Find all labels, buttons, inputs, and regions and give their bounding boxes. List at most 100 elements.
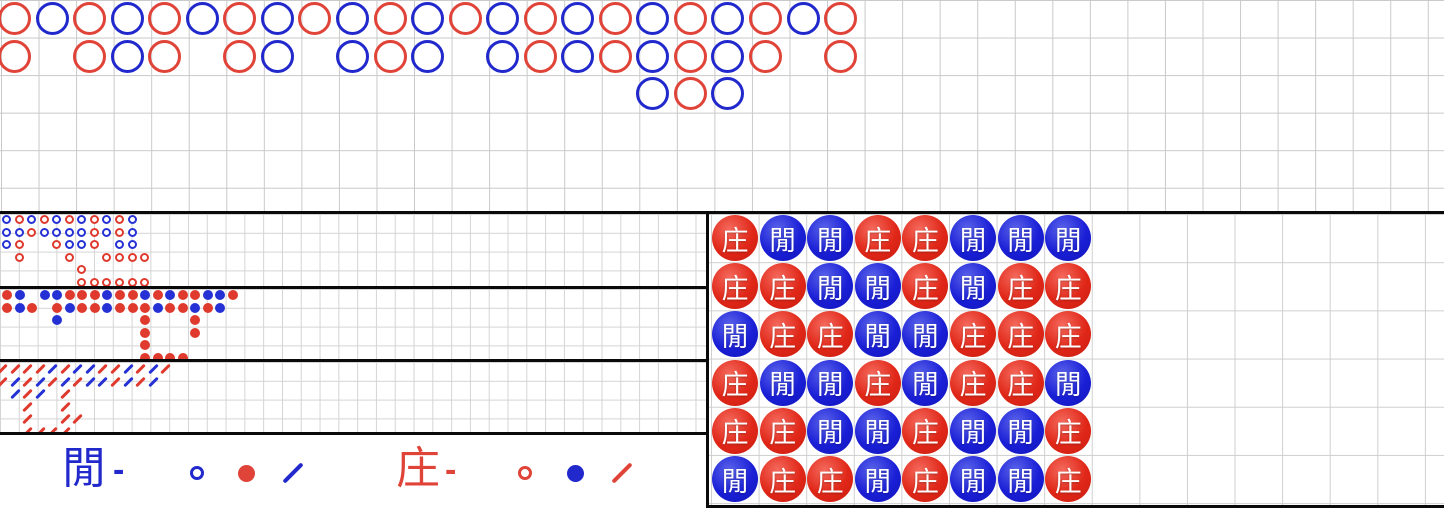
- bigeye-mark: [14, 240, 24, 250]
- bigeye-mark: [52, 227, 62, 237]
- big-road-player-circle: [486, 39, 520, 73]
- cockroach-mark: [34, 388, 46, 400]
- cockroach-mark: [9, 376, 21, 387]
- big-road-banker-circle: [673, 2, 707, 35]
- bead-banker: 庄: [1045, 311, 1092, 358]
- bigeye-mark: [77, 277, 87, 286]
- big-road-player-circle: [110, 2, 144, 35]
- bead-player: 閒: [854, 311, 901, 358]
- bigeye-mark: [64, 215, 74, 224]
- cockroach-mark: [34, 426, 46, 432]
- big-road-player-circle: [636, 77, 670, 111]
- bead-player: 閒: [854, 407, 901, 454]
- bead-player: 閒: [712, 456, 758, 502]
- cockroach-mark: [122, 376, 134, 387]
- legend-banker-dash: -: [445, 451, 457, 489]
- big-road-banker-circle: [0, 2, 31, 35]
- bigeye-mark: [77, 265, 87, 275]
- small-mark: [140, 352, 151, 359]
- small-mark: [152, 290, 163, 300]
- big-road-banker-circle: [223, 39, 257, 73]
- big-road-banker-circle: [598, 2, 632, 35]
- bigeye-mark: [2, 240, 11, 250]
- small-mark: [152, 302, 163, 313]
- big-road-player-circle: [786, 2, 820, 35]
- bigeye-mark: [127, 227, 137, 237]
- bead-banker: 庄: [950, 311, 996, 358]
- player-solid-circle-icon: [238, 465, 255, 482]
- bigeye-mark: [89, 215, 99, 224]
- cockroach-mark: [97, 363, 109, 375]
- big-road-player-circle: [260, 39, 294, 73]
- cockroach-mark: [135, 376, 146, 387]
- bead-banker: 庄: [902, 407, 949, 454]
- small-mark: [77, 290, 88, 300]
- small-mark: [89, 290, 100, 300]
- cockroach-mark: [22, 401, 33, 412]
- bigeye-mark: [77, 215, 87, 224]
- bead-player: 閒: [854, 263, 901, 310]
- small-mark: [64, 302, 75, 313]
- big-road-banker-circle: [373, 39, 407, 73]
- bead-banker: 庄: [902, 263, 949, 310]
- bead-player: 閒: [997, 215, 1044, 261]
- cockroach-road: [0, 362, 706, 432]
- bead-banker: 庄: [950, 359, 996, 406]
- bigeye-mark: [39, 227, 49, 237]
- bead-player: 閒: [902, 311, 949, 358]
- bigeye-mark: [39, 215, 49, 224]
- bead-player: 閒: [1045, 215, 1092, 261]
- small-mark: [114, 302, 125, 313]
- small-mark: [165, 302, 176, 313]
- big-road-player-circle: [711, 39, 745, 73]
- bead-banker: 庄: [712, 407, 758, 454]
- bead-banker: 庄: [712, 215, 758, 261]
- cockroach-mark: [47, 376, 58, 387]
- bigeye-mark: [27, 215, 37, 224]
- cockroach-mark: [160, 363, 171, 375]
- bead-player: 閒: [1045, 359, 1092, 406]
- big-road-player-circle: [561, 2, 595, 35]
- bead-player: 閒: [997, 407, 1044, 454]
- small-mark: [14, 290, 25, 300]
- small-mark: [165, 290, 176, 300]
- bead-player: 閒: [902, 359, 949, 406]
- cockroach-mark: [9, 388, 21, 400]
- bigeye-mark: [64, 227, 74, 237]
- cockroach-mark: [22, 363, 33, 375]
- small-mark: [140, 340, 151, 351]
- bead-banker: 庄: [902, 456, 949, 502]
- bead-player: 閒: [807, 407, 854, 454]
- bigeye-mark: [2, 227, 11, 237]
- bigeye-mark: [89, 277, 99, 286]
- bead-player: 閒: [712, 311, 758, 358]
- bigeye-mark: [14, 227, 24, 237]
- bead-player: 閒: [759, 215, 806, 261]
- small-mark: [215, 302, 226, 313]
- bead-banker: 庄: [759, 456, 806, 502]
- cockroach-mark: [147, 363, 159, 375]
- big-road-banker-circle: [298, 2, 332, 35]
- bead-player: 閒: [950, 456, 996, 502]
- cockroach-mark: [85, 363, 96, 375]
- big-road-player-circle: [636, 2, 670, 35]
- small-mark: [190, 315, 201, 326]
- legend-banker-label: 庄: [396, 444, 440, 493]
- bigeye-mark: [114, 215, 124, 224]
- cockroach-mark: [0, 363, 8, 375]
- bigeye-mark: [2, 215, 11, 224]
- big-road-player-circle: [486, 2, 520, 35]
- small-mark: [127, 290, 138, 300]
- derived-roads-panel: 閒 - 庄 -: [0, 214, 709, 508]
- small-mark: [114, 290, 125, 300]
- cockroach-mark: [0, 376, 8, 387]
- cockroach-mark: [34, 363, 46, 375]
- cockroach-mark: [59, 401, 71, 412]
- cockroach-mark: [59, 376, 71, 387]
- big-road-player-circle: [335, 2, 369, 35]
- player-hollow-circle-icon: [190, 466, 204, 480]
- small-mark: [215, 290, 226, 300]
- bead-player: 閒: [950, 215, 996, 261]
- small-mark: [102, 302, 113, 313]
- bigeye-mark: [64, 240, 74, 250]
